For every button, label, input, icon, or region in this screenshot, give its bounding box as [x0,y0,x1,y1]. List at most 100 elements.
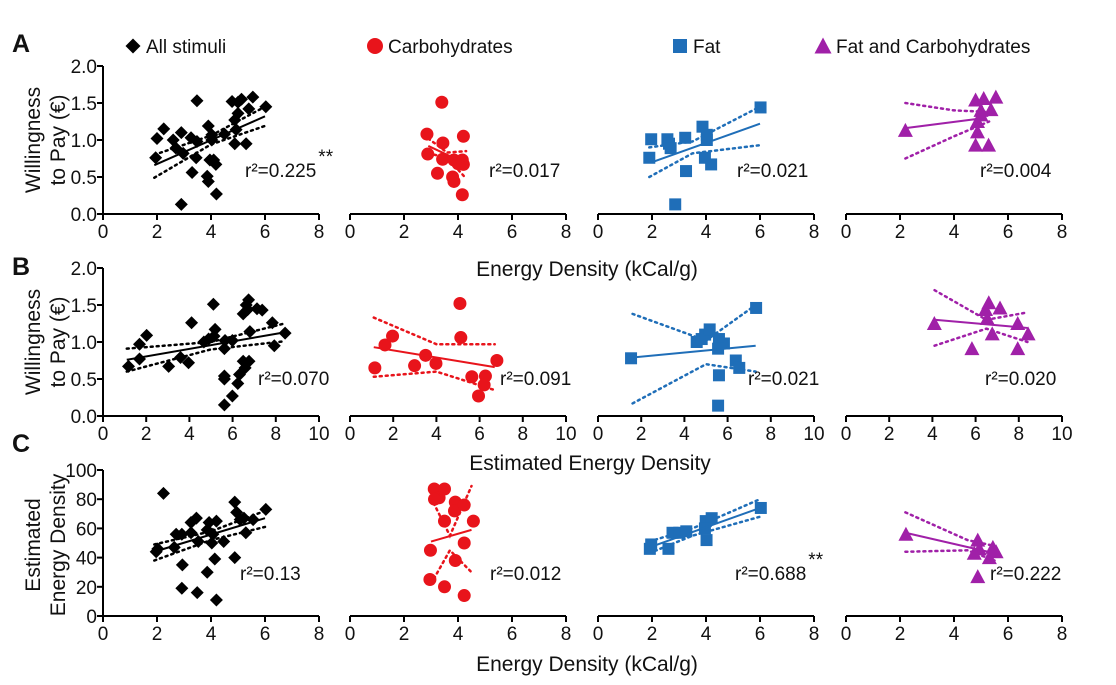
y-axis-title-row-c-line1: Estimated [22,498,45,591]
diamond-marker [228,495,242,509]
r-squared-label: r²=0.017 [489,161,560,182]
regression-line [651,122,761,164]
ci-upper-line [631,303,757,342]
circle-marker [421,147,435,161]
square-marker [750,301,763,314]
regression-line [154,517,266,553]
circle-marker [456,129,470,143]
square-marker [754,501,767,514]
diamond-marker [174,126,188,140]
circle-marker [435,95,449,109]
diamond-marker [174,197,188,211]
square-marker [679,131,692,144]
panel-c-2: 0 2 4 6 8 r²=0.012 [345,482,572,645]
x-tick-label: 4 [927,424,938,445]
x-tick-label: 4 [679,424,690,445]
y-tick-label: 0.0 [71,407,97,428]
panel-a-3: 0 2 4 6 8 r²=0.021 [593,101,819,243]
circle-marker [465,370,479,384]
regression-line [905,116,987,130]
r-squared-label: r²=0.021 [748,369,819,390]
triangle-marker [964,341,980,356]
diamond-marker [242,102,256,116]
x-tick-label: 6 [970,424,981,445]
panel-letter-a: A [12,30,30,58]
square-marker [703,323,716,336]
regression-line [648,507,761,549]
x-tick-label: 6 [227,424,238,445]
circle-marker [448,554,462,568]
diamond-marker [175,527,189,541]
legend-label-triangle: Fat and Carbohydrates [836,37,1030,58]
r-squared-label: r²=0.070 [258,369,329,390]
square-marker [733,361,746,374]
diamond-marker [133,337,147,351]
x-tick-label: 4 [453,222,464,243]
x-tick-label: 6 [722,424,733,445]
x-tick-label: 8 [561,624,572,645]
x-tick-label: 2 [895,222,906,243]
significance-label: ** [318,147,333,168]
panel-b-3: 0 2 4 6 8 10 r²=0.021 [593,301,825,445]
legend: All stimuli Carbohydrates Fat Fat and Carbo… [125,37,1030,58]
square-marker [673,39,687,53]
diamond-marker [242,293,256,307]
diamond-marker [209,157,223,171]
diamond-marker [243,325,257,339]
square-marker [754,101,767,114]
circle-marker [420,127,434,141]
x-tick-label: 0 [98,424,109,445]
diamond-marker [125,38,141,54]
diamond-marker [149,151,163,165]
triangle-marker [992,300,1008,315]
diamond-marker [259,502,273,516]
triangle-marker [897,122,913,137]
plots: 0 2 4 6 80.00.51.01.52.0r²=0.225**0 2 4 6 8r²=0.… [65,57,1072,645]
diamond-marker [206,297,220,311]
y-tick-label: 2.0 [71,57,97,78]
circle-marker [455,188,469,202]
triangle-marker [969,124,985,139]
ci-lower-line [429,548,473,586]
diamond-marker [231,106,245,120]
diamond-marker [162,359,176,373]
r-squared-label: r²=0.222 [990,564,1061,585]
diamond-marker [237,511,251,525]
diamond-marker [140,328,154,342]
circle-marker [436,136,450,150]
square-marker [662,542,675,555]
x-tick-label: 2 [152,624,163,645]
x-tick-label: 4 [206,222,217,243]
triangle-marker [966,545,982,560]
diamond-marker [217,398,231,412]
diamond-marker [246,90,260,104]
y-axis-title-row-c-line2: Energy Density [47,473,70,616]
square-marker [700,534,713,547]
ci-lower-line [125,340,286,373]
x-tick-label: 4 [701,624,712,645]
diamond-marker [238,361,252,375]
x-tick-label: 8 [766,424,777,445]
x-tick-label: 4 [949,222,960,243]
triangle-marker [981,550,997,565]
x-tick-label: 2 [884,424,895,445]
triangle-marker [814,37,832,54]
x-tick-label: 4 [453,624,464,645]
triangle-marker [978,301,994,316]
diamond-marker [225,389,239,403]
square-marker [680,165,693,178]
panel-b-4: 0 2 4 6 8 10 r²=0.020 [841,288,1073,445]
diamond-marker [185,316,199,330]
triangle-marker [976,91,992,106]
square-marker [705,158,718,171]
diamond-marker [267,339,281,353]
square-marker [625,352,638,365]
r-squared-label: r²=0.020 [985,369,1056,390]
diamond-marker [133,352,147,366]
circle-marker [438,482,451,496]
y-tick-label: 80 [76,490,97,511]
square-marker [705,512,718,525]
r-squared-label: r²=0.13 [240,564,301,585]
circle-marker [408,359,422,373]
circle-marker [447,174,461,188]
